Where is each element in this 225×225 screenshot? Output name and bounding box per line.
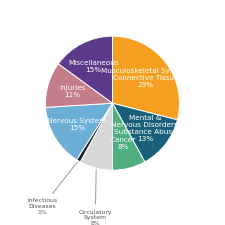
Text: Mental &
Nervous Disorders/
Substance Abuse
13%: Mental & Nervous Disorders/ Substance Ab… [111, 115, 180, 142]
Text: Injuries
11%: Injuries 11% [59, 85, 86, 98]
Wedge shape [58, 36, 112, 103]
Text: Cancer
8%: Cancer 8% [110, 137, 135, 150]
Wedge shape [112, 103, 177, 162]
Wedge shape [46, 103, 112, 160]
Wedge shape [76, 103, 112, 162]
Text: Infectious
Diseases
1%: Infectious Diseases 1% [27, 162, 77, 215]
Wedge shape [112, 36, 180, 120]
Wedge shape [112, 103, 145, 170]
Wedge shape [80, 103, 112, 170]
Wedge shape [45, 64, 112, 107]
Text: Nervous System
15%: Nervous System 15% [47, 118, 106, 131]
Text: Miscellaneous
15%: Miscellaneous 15% [68, 60, 119, 73]
Text: Circulatory
System
8%: Circulatory System 8% [79, 170, 112, 225]
Text: Musculoskeletal System/
Connective Tissue
29%: Musculoskeletal System/ Connective Tissu… [101, 68, 190, 88]
